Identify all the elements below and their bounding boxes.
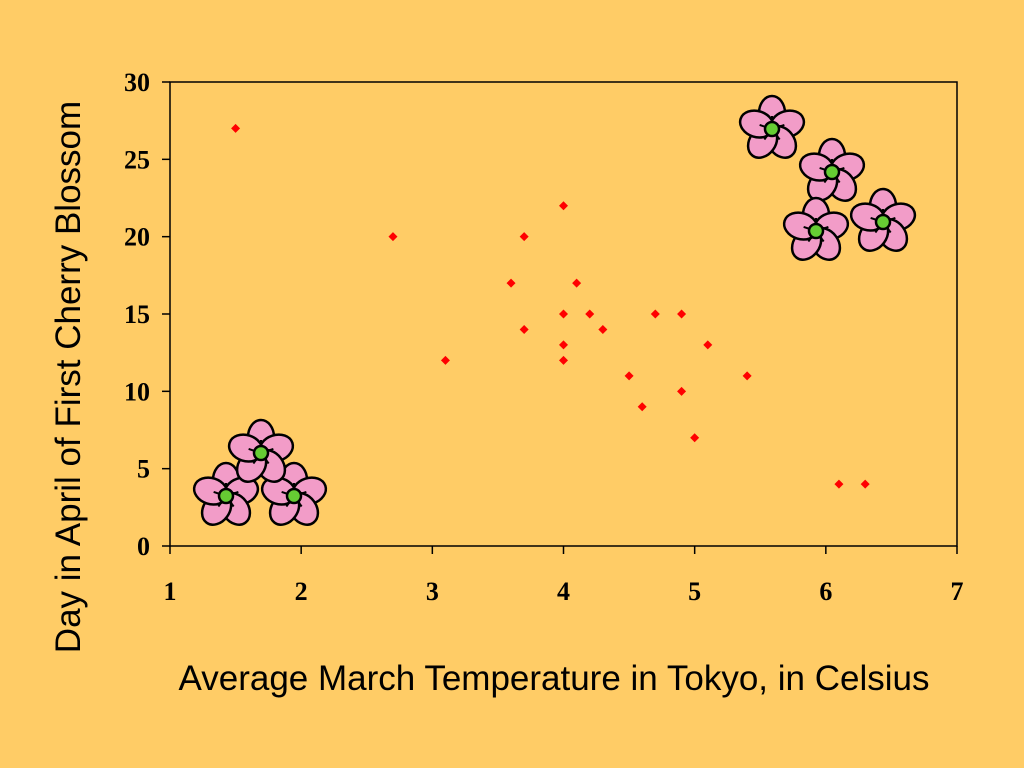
x-tick-label: 2: [295, 577, 308, 606]
data-point: [585, 309, 595, 319]
y-tick-label: 15: [124, 300, 150, 329]
x-axis: 1 2 3 4 5 6 7: [164, 546, 964, 606]
y-tick-label: 5: [137, 455, 150, 484]
data-point: [559, 340, 568, 350]
data-point: [559, 355, 568, 365]
x-tick-label: 7: [951, 577, 964, 606]
y-tick-label: 10: [124, 377, 150, 406]
data-point: [677, 386, 687, 396]
data-point: [559, 201, 568, 211]
data-points: [231, 123, 870, 489]
x-tick-label: 3: [426, 577, 439, 606]
data-point: [231, 123, 241, 133]
data-point: [677, 309, 687, 319]
data-point: [690, 433, 700, 443]
cherry-blossom-flower-icon: [846, 187, 920, 258]
data-point: [388, 232, 398, 242]
data-point: [440, 355, 450, 365]
data-point: [624, 371, 634, 381]
x-axis-title: Average March Temperature in Tokyo, in C…: [179, 659, 930, 698]
y-tick-label: 25: [124, 145, 150, 174]
data-point: [703, 340, 713, 350]
cherry-blossom-flower-icon: [795, 137, 869, 208]
data-point: [650, 309, 660, 319]
x-tick-label: 1: [164, 577, 177, 606]
y-tick-label: 0: [137, 532, 150, 561]
y-axis-title: Day in April of First Cherry Blossom: [49, 101, 88, 653]
data-point: [598, 324, 608, 334]
y-tick-label: 30: [124, 68, 150, 97]
cherry-blossom-flower-icon: [779, 196, 853, 267]
cherry-blossom-flower-icon: [735, 94, 809, 165]
data-point: [834, 479, 844, 489]
x-tick-label: 4: [557, 577, 570, 606]
data-point: [506, 278, 516, 288]
y-axis: 0 5 10 15 20 25 30: [124, 68, 170, 561]
data-point: [519, 232, 529, 242]
x-tick-label: 5: [688, 577, 701, 606]
data-point: [572, 278, 582, 288]
data-point: [559, 309, 568, 319]
flower-cluster-top-right: [735, 94, 920, 267]
data-point: [519, 324, 529, 334]
flower-cluster-bottom-left: [189, 418, 331, 532]
data-point: [637, 402, 647, 412]
y-tick-label: 20: [124, 223, 150, 252]
data-point: [860, 479, 870, 489]
data-point: [742, 371, 752, 381]
x-tick-label: 6: [819, 577, 832, 606]
